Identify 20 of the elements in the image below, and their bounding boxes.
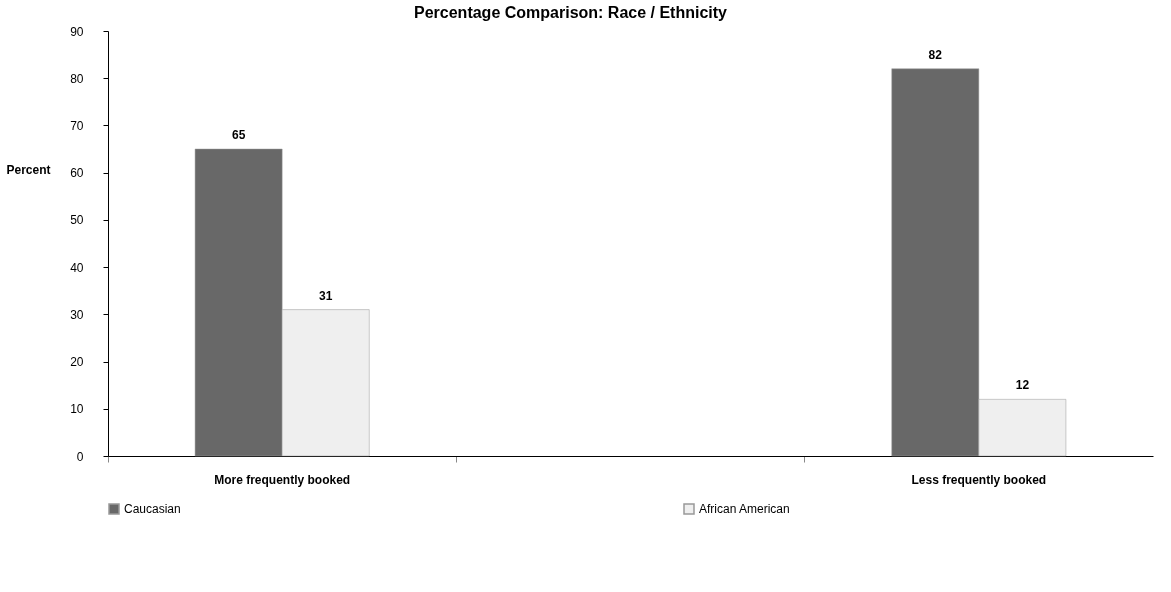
y-tick-label: 50 (70, 213, 84, 228)
x-tick-label: Less frequently booked (911, 472, 1047, 487)
data-label: 82 (928, 47, 943, 62)
y-tick-label: 10 (70, 402, 84, 417)
data-label: 12 (1015, 378, 1030, 393)
y-tick-label: 30 (70, 307, 84, 322)
y-tick-label: 20 (70, 355, 84, 370)
x-tick-label: More frequently booked (214, 472, 351, 487)
y-tick-label: 80 (70, 71, 84, 86)
y-tick-label: 70 (70, 118, 84, 133)
y-tick-label: 0 (76, 449, 84, 464)
legend-label: Caucasian (124, 502, 181, 516)
data-label: 31 (319, 288, 333, 303)
data-label: 65 (231, 128, 246, 143)
y-axis-title: Percent (6, 162, 51, 177)
chart-title: Percentage Comparison: Race / Ethnicity (414, 4, 728, 21)
y-tick-label: 40 (70, 260, 84, 275)
y-tick-label: 90 (70, 24, 84, 39)
legend-label: African American (699, 502, 790, 516)
y-tick-label: 60 (70, 166, 84, 181)
